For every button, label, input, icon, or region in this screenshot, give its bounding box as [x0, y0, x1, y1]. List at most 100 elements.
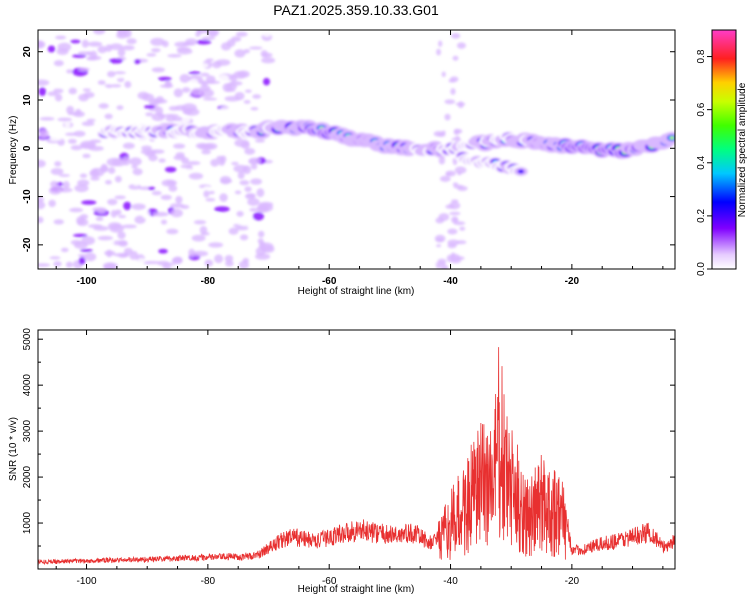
noise-blob	[86, 57, 98, 61]
noise-blob	[220, 106, 234, 111]
noise-blob	[89, 139, 102, 144]
noise-blob	[88, 224, 103, 229]
noise-blob	[77, 253, 87, 257]
noise-blob	[188, 248, 196, 258]
noise-blob	[92, 207, 107, 212]
noise-blob	[188, 172, 204, 180]
noise-blob	[66, 105, 75, 115]
noise-blob	[444, 113, 451, 121]
noise-blob	[122, 65, 132, 71]
noise-blob	[173, 143, 186, 149]
snr-y-axis-label: SNR (10 * v/v)	[8, 417, 19, 481]
colorbar-tick-label: 0.4	[696, 155, 707, 169]
noise-blob	[434, 234, 446, 243]
y-tick-label: 1000	[22, 511, 33, 534]
noise-blob	[194, 62, 209, 69]
noise-blob	[183, 64, 193, 71]
y-tick-label: 3000	[22, 420, 33, 443]
noise-blob	[165, 81, 172, 88]
noise-blob	[451, 33, 461, 39]
x-tick-label: -80	[201, 276, 216, 287]
noise-blob	[235, 31, 248, 37]
noise-blob	[255, 253, 271, 260]
x-tick-label: -60	[322, 276, 337, 287]
noise-blob	[70, 145, 83, 151]
noise-blob	[203, 190, 210, 198]
noise-blob	[116, 105, 124, 110]
noise-blob	[244, 53, 252, 59]
colorbar-tick-label: 0.2	[696, 209, 707, 223]
noise-blob	[98, 85, 108, 94]
noise-blob	[50, 129, 58, 135]
noise-blob	[204, 259, 214, 267]
noise-blob	[145, 112, 154, 117]
spectrogram-frame	[37, 29, 676, 270]
noise-blob	[259, 241, 266, 249]
noise-blob	[54, 93, 63, 102]
noise-blob	[148, 186, 156, 191]
x-tick-label: -60	[322, 576, 337, 587]
noise-blob	[75, 108, 82, 116]
noise-blob	[200, 72, 210, 77]
noise-blob	[131, 165, 138, 169]
noise-blob	[262, 52, 273, 58]
noise-blob	[188, 71, 201, 75]
noise-blob	[205, 75, 216, 84]
noise-blob	[456, 240, 467, 245]
noise-blob	[257, 205, 270, 210]
noise-blob	[72, 54, 87, 58]
noise-blob	[186, 161, 201, 166]
noise-blob	[147, 80, 158, 85]
noise-blob	[173, 155, 186, 161]
noise-blob	[110, 84, 122, 88]
noise-blob	[161, 179, 178, 187]
noise-blob	[103, 139, 116, 148]
noise-blob	[55, 35, 67, 40]
noise-blob	[122, 156, 131, 166]
noise-blob	[239, 234, 249, 241]
noise-blob	[158, 158, 166, 163]
noise-blob	[69, 207, 84, 213]
noise-blob	[123, 201, 132, 211]
colorbar-ticks: 0.0 0.2 0.4 0.6 0.8	[696, 49, 712, 276]
noise-blob	[38, 79, 50, 86]
colorbar-scale	[711, 29, 737, 270]
noise-blob	[160, 219, 168, 225]
noise-blob	[224, 260, 234, 267]
noise-blob	[172, 116, 183, 122]
noise-blob	[38, 56, 49, 63]
noise-blob	[118, 215, 127, 219]
y-tick-label: 0	[22, 145, 33, 151]
noise-blob	[203, 186, 212, 192]
noise-blob	[87, 41, 103, 47]
noise-blob	[73, 233, 88, 238]
noise-blob	[208, 190, 215, 195]
noise-blob	[243, 100, 251, 104]
noise-blob	[95, 216, 104, 221]
snr-x-axis-label: Height of straight line (km)	[298, 584, 415, 595]
noise-blob	[67, 138, 77, 144]
noise-blob	[97, 45, 108, 54]
noise-blob	[58, 76, 67, 83]
noise-blob	[117, 30, 129, 36]
noise-blob	[108, 58, 124, 64]
noise-blob	[234, 49, 246, 58]
noise-blob	[231, 161, 239, 166]
noise-blob	[160, 194, 172, 200]
noise-blob	[262, 77, 271, 86]
noise-blob	[38, 159, 46, 168]
colorbar-tick-label: 0.8	[696, 49, 707, 63]
noise-blob	[226, 39, 236, 47]
noise-blob	[173, 88, 183, 98]
noise-blob	[101, 61, 111, 67]
noise-blob	[191, 234, 206, 242]
spectrogram-x-axis-label: Height of straight line (km)	[298, 286, 415, 297]
noise-blob	[219, 178, 233, 184]
noise-blob	[177, 48, 193, 55]
noise-blob	[114, 175, 122, 183]
noise-blob	[162, 40, 169, 48]
noise-blob	[131, 203, 146, 211]
noise-blob	[39, 116, 55, 121]
noise-blob	[175, 195, 183, 204]
